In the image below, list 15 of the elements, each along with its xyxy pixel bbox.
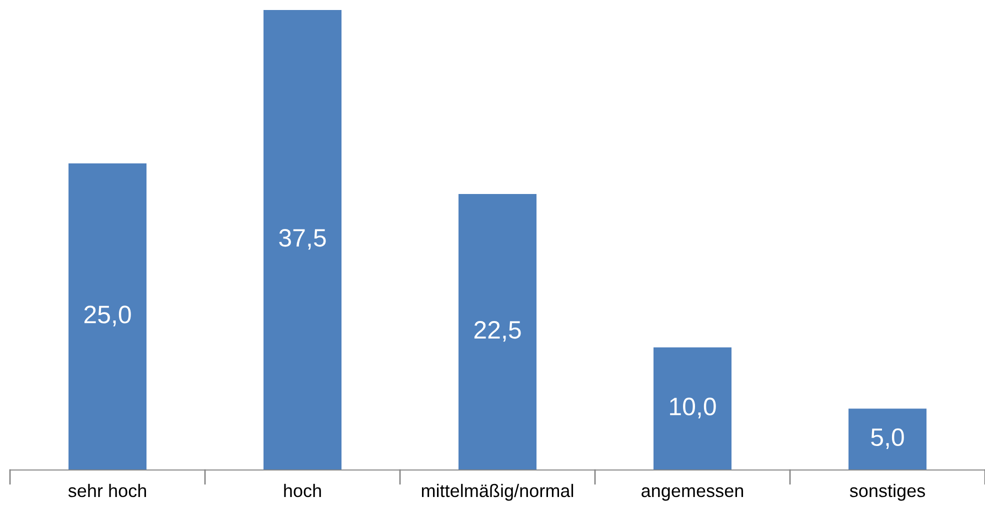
bar [68,163,146,470]
data-label: 37,5 [279,229,326,250]
x-tick-label: mittelmäßig/normal [422,484,574,501]
x-tick-label: angemessen [642,487,744,501]
x-tick-label: sonstiges [850,484,925,501]
data-label: 22,5 [474,321,521,342]
x-tick-label: hoch [284,484,321,498]
bar [264,10,342,470]
data-label: 10,0 [670,398,716,418]
bar [654,347,732,470]
x-tick-label: sehr hoch [68,484,146,498]
data-label: 25,0 [84,306,131,326]
bar [848,408,926,470]
bar [458,194,536,470]
data-label: 5,0 [871,428,904,449]
